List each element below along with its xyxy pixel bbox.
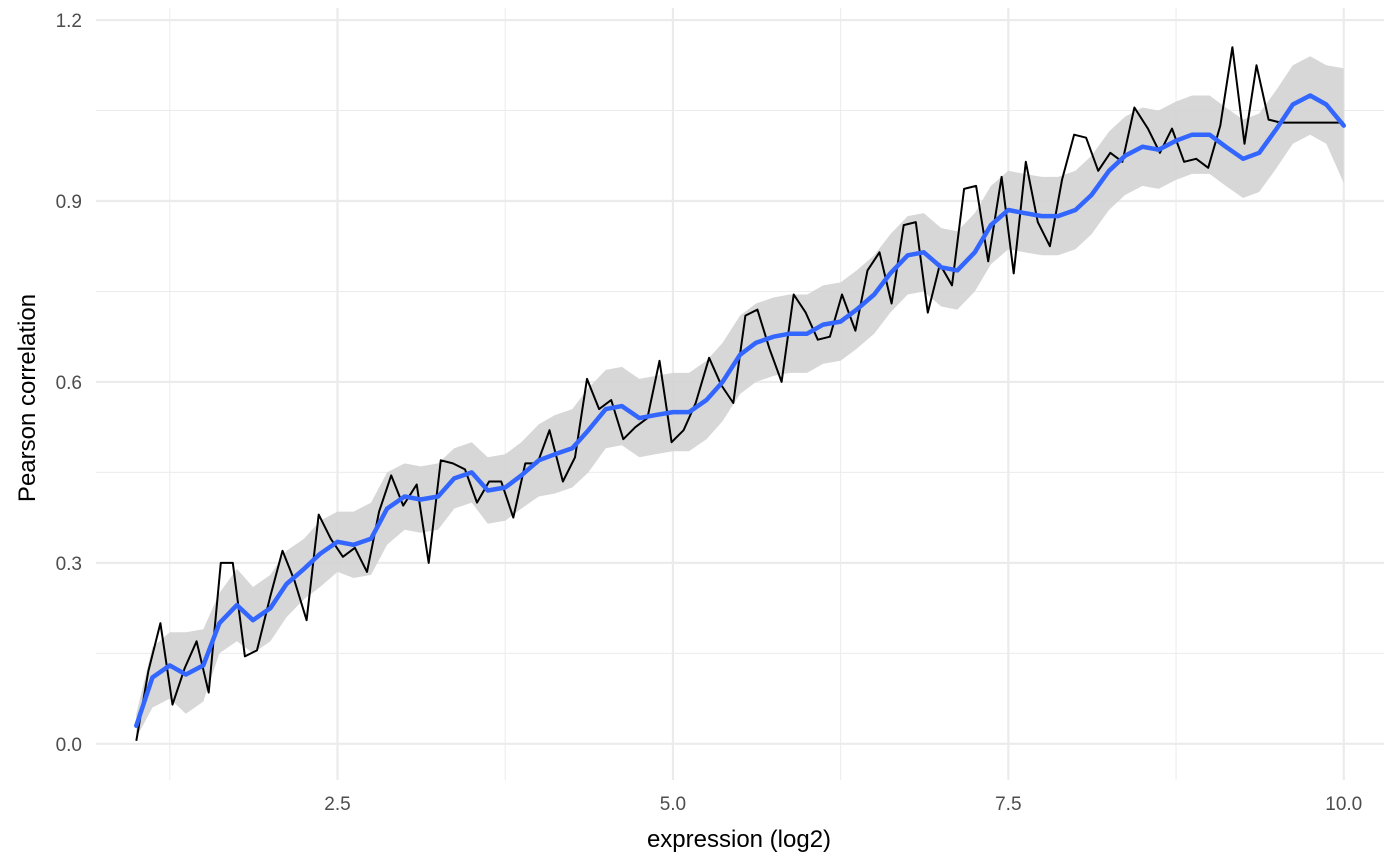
y-tick-label: 1.2: [56, 11, 82, 32]
x-axis-title: expression (log2): [647, 826, 831, 853]
y-tick-label: 0.9: [56, 192, 82, 213]
x-tick-label: 2.5: [324, 794, 350, 815]
x-tick-label: 7.5: [995, 794, 1021, 815]
y-axis-tick-labels: 0.0 0.3 0.6 0.9 1.2: [56, 11, 82, 756]
confidence-ribbon: [136, 56, 1344, 738]
y-tick-label: 0.6: [56, 373, 82, 394]
y-axis-title: Pearson correlation: [14, 294, 41, 502]
x-tick-label: 10.0: [1325, 794, 1362, 815]
y-tick-label: 0.3: [56, 554, 82, 575]
y-tick-label: 0.0: [56, 735, 82, 756]
smoothed-trend-line: [134, 93, 1346, 728]
x-tick-label: 5.0: [660, 794, 686, 815]
x-axis-tick-labels: 2.5 5.0 7.5 10.0: [324, 794, 1362, 815]
